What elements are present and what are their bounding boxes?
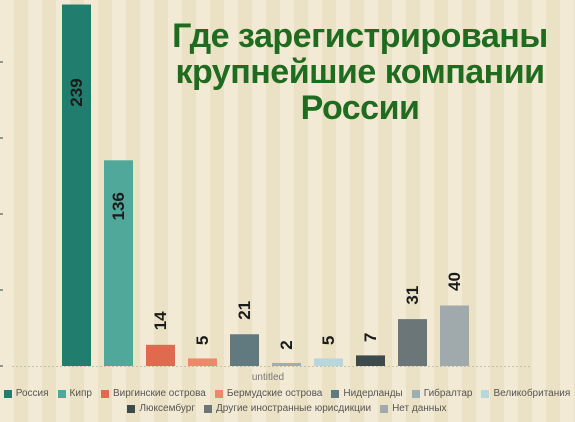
legend-item-virgin-islands[interactable]: Виргинские острова — [100, 388, 206, 399]
bar-7[interactable] — [356, 355, 385, 366]
legend-swatch — [127, 404, 136, 413]
value-label-6: 5 — [319, 336, 338, 345]
legend-swatch — [57, 389, 66, 398]
value-label-0: 239 — [67, 78, 86, 106]
bar-0[interactable] — [62, 4, 91, 366]
value-label-3: 5 — [193, 336, 212, 345]
legend-swatch — [214, 389, 223, 398]
legend-item-gibraltar[interactable]: Гибралтар — [411, 388, 473, 399]
legend-row-2: Люксембург Другие иностранные юрисдикции… — [14, 403, 569, 414]
legend-item-russia[interactable]: Россия — [3, 388, 49, 399]
y-axis-ticks — [0, 61, 3, 367]
value-label-1: 136 — [109, 192, 128, 220]
bar-8[interactable] — [398, 319, 427, 366]
chart-title-line-2: крупнейшие компании — [175, 53, 545, 91]
legend-label: Гибралтар — [423, 388, 473, 399]
legend-label: Кипр — [69, 388, 92, 399]
bar-6[interactable] — [314, 358, 343, 366]
legend-label: Нидерланды — [343, 388, 403, 399]
bar-4[interactable] — [230, 334, 259, 366]
x-axis-label: untitled — [252, 372, 284, 383]
legend-swatch — [411, 389, 420, 398]
legend-item-cyprus[interactable]: Кипр — [57, 388, 92, 399]
legend-item-no-data[interactable]: Нет данных — [380, 403, 447, 414]
legend-item-luxembourg[interactable]: Люксембург — [127, 403, 195, 414]
chart-title: Где зарегистрированы крупнейшие компании… — [150, 18, 570, 126]
bar-5[interactable] — [272, 362, 301, 366]
legend-swatch — [481, 389, 490, 398]
legend-label: Люксембург — [139, 403, 195, 414]
value-label-9: 40 — [445, 272, 464, 291]
bar-9[interactable] — [440, 305, 469, 367]
chart-title-line-1: Где зарегистрированы — [172, 17, 548, 55]
legend-swatch — [3, 389, 12, 398]
value-labels-group: 239 136 14 5 21 2 5 7 31 40 — [67, 78, 464, 349]
bars-group — [62, 4, 469, 367]
legend-item-great-britain[interactable]: Великобритания — [481, 388, 570, 399]
legend-swatch — [380, 404, 389, 413]
legend-label: Нет данных — [392, 403, 447, 414]
value-label-4: 21 — [235, 301, 254, 320]
bar-3[interactable] — [188, 358, 217, 366]
value-label-8: 31 — [403, 286, 422, 305]
legend-item-bermuda[interactable]: Бермудские острова — [214, 388, 323, 399]
legend: Россия Кипр Виргинские острова Бермудски… — [3, 388, 570, 418]
bar-1[interactable] — [104, 160, 133, 366]
legend-label: Другие иностранные юрисдикции — [215, 403, 372, 414]
legend-swatch — [100, 389, 109, 398]
value-label-2: 14 — [151, 311, 170, 330]
legend-label: Великобритания — [493, 388, 571, 399]
legend-label: Бермудские острова — [226, 388, 323, 399]
legend-label: Виргинские острова — [112, 388, 206, 399]
legend-item-other-jurisdictions[interactable]: Другие иностранные юрисдикции — [203, 403, 372, 414]
legend-swatch — [331, 389, 340, 398]
legend-swatch — [203, 404, 212, 413]
legend-label: Россия — [15, 388, 49, 399]
value-label-7: 7 — [361, 333, 380, 342]
bar-2[interactable] — [146, 344, 175, 366]
value-label-5: 2 — [277, 340, 296, 349]
legend-item-netherlands[interactable]: Нидерланды — [331, 388, 403, 399]
legend-row-1: Россия Кипр Виргинские острова Бермудски… — [3, 388, 570, 399]
chart-title-line-3: России — [300, 89, 420, 127]
